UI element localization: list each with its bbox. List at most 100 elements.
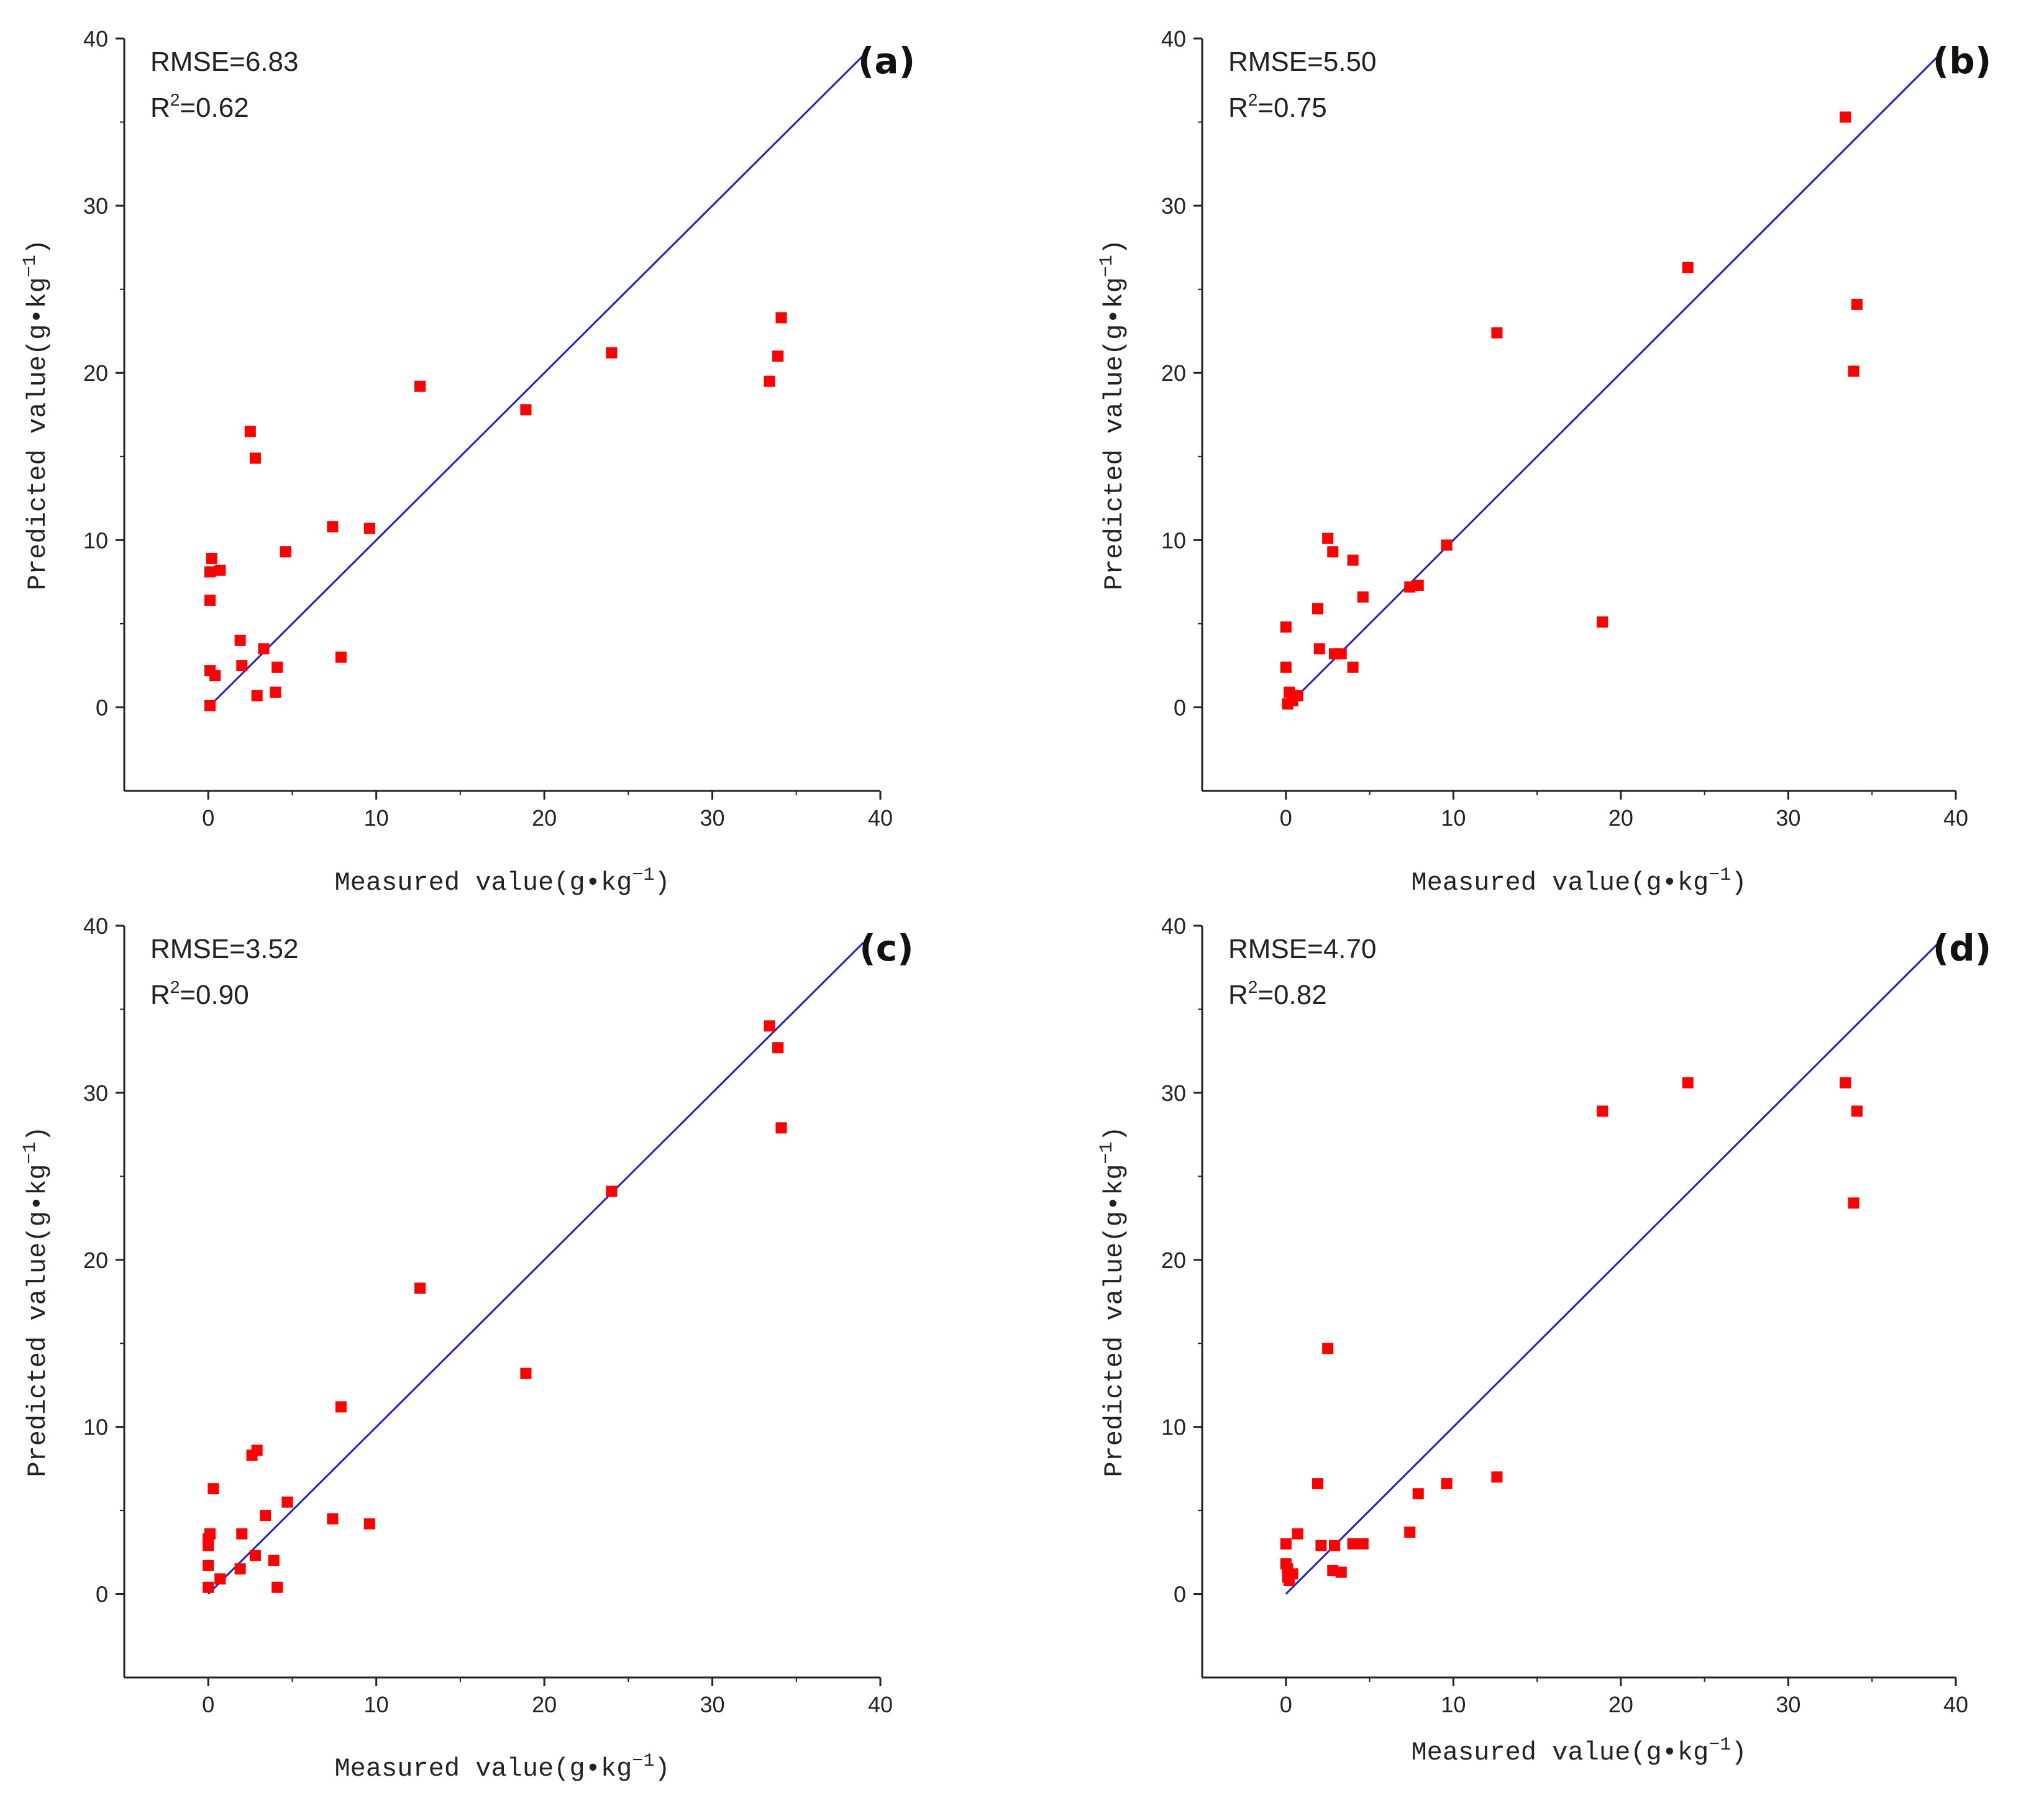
data-point (1280, 1538, 1292, 1550)
y-tick-label: 30 (83, 193, 108, 219)
x-tick-label: 40 (1943, 1692, 1968, 1717)
x-tick-label: 20 (1608, 1692, 1633, 1717)
data-point (764, 375, 775, 387)
data-point (414, 380, 426, 392)
x-tick-label: 10 (364, 805, 389, 831)
data-point (772, 1042, 784, 1054)
x-tick-label: 0 (1280, 805, 1292, 831)
data-point (606, 1185, 618, 1197)
data-point (1491, 327, 1503, 339)
data-point (249, 1550, 261, 1561)
data-point (606, 347, 618, 358)
data-point (203, 1559, 214, 1571)
y-tick-label: 0 (1174, 695, 1186, 720)
data-point (1292, 1528, 1303, 1540)
x-tick-label: 0 (202, 1692, 214, 1717)
data-point (204, 1528, 216, 1540)
y-tick-label: 40 (83, 26, 108, 52)
data-point (204, 566, 216, 578)
chart-panel-d: 0 10 20 30 40 0 10 20 30 40 RMSE=4.70 R2=0.82 (d) Mea… (1097, 913, 1991, 1768)
rmse-annotation: RMSE=4.70 (1228, 934, 1376, 964)
data-point (335, 651, 347, 663)
x-tick-label: 20 (1608, 805, 1633, 831)
data-point (520, 1367, 532, 1379)
data-point (1412, 1488, 1424, 1500)
y-tick-label: 10 (83, 527, 108, 553)
data-point (1328, 1540, 1340, 1551)
x-tick-label: 30 (700, 1692, 725, 1717)
data-point (214, 564, 226, 576)
data-point (1441, 1478, 1453, 1490)
data-point (363, 1518, 375, 1530)
y-tick-label: 0 (96, 695, 108, 720)
y-tick-label: 20 (1161, 360, 1186, 386)
y-tick-label: 10 (1161, 1415, 1186, 1440)
r2-annotation: R2=0.90 (150, 977, 249, 1010)
x-axis-title: Measured value(g•kg−1) (1411, 1735, 1746, 1768)
data-point (251, 690, 263, 701)
data-point (1412, 579, 1424, 591)
y-tick-label: 20 (83, 1248, 108, 1273)
y-axis-title: Predicted value(g•kg−1) (20, 1126, 53, 1477)
data-point (1335, 648, 1347, 660)
panel-label: (d) (1933, 927, 1992, 969)
chart-panel-a: 0 10 20 30 40 0 10 20 30 40 RMSE=6.83 R2=0.62 (a) Mea… (20, 26, 915, 898)
data-point (327, 521, 339, 532)
data-point (268, 1554, 280, 1566)
data-point (244, 426, 256, 437)
data-point (414, 1282, 426, 1294)
one-to-one-line (208, 941, 865, 1595)
data-point (270, 687, 281, 698)
data-point (327, 1513, 339, 1525)
data-point (271, 1581, 283, 1593)
data-point (1327, 546, 1339, 558)
data-point (1441, 539, 1453, 551)
x-axis-title: Measured value(g•kg−1) (334, 1751, 670, 1784)
data-point (251, 1445, 263, 1456)
r2-annotation: R2=0.82 (1228, 977, 1327, 1010)
data-point (1347, 661, 1359, 673)
data-point (1357, 591, 1369, 603)
data-point (772, 350, 784, 362)
data-point (1280, 621, 1292, 633)
x-tick-label: 0 (1280, 1692, 1292, 1717)
x-tick-label: 10 (364, 1692, 389, 1717)
data-point (236, 660, 248, 672)
one-to-one-line (1285, 941, 1940, 1595)
data-point (281, 1496, 293, 1508)
y-tick-label: 10 (83, 1415, 108, 1440)
data-point (203, 1581, 214, 1593)
x-tick-label: 20 (532, 1692, 557, 1717)
rmse-annotation: RMSE=3.52 (150, 934, 298, 964)
x-tick-label: 20 (532, 805, 557, 831)
chart-panel-c: 0 10 20 30 40 0 10 20 30 40 RMSE=3.52 R2=0.90 (c) Mea… (20, 913, 914, 1784)
data-point (214, 1573, 226, 1585)
data-point (1851, 298, 1863, 310)
data-point (1335, 1566, 1347, 1578)
y-tick-label: 40 (83, 913, 108, 939)
y-tick-label: 30 (83, 1080, 108, 1106)
data-point (1280, 661, 1292, 673)
x-tick-label: 0 (202, 805, 214, 831)
data-point (363, 523, 375, 534)
data-point (1491, 1471, 1503, 1483)
r2-annotation: R2=0.62 (150, 90, 249, 123)
data-point (204, 595, 216, 606)
data-point (208, 1483, 219, 1495)
data-point (1315, 1540, 1327, 1551)
x-tick-label: 30 (700, 805, 725, 831)
data-point (1313, 643, 1325, 655)
y-tick-label: 30 (1161, 193, 1186, 219)
y-tick-label: 30 (1161, 1080, 1186, 1106)
data-point (1322, 532, 1334, 544)
x-axis-title: Measured value(g•kg−1) (334, 865, 670, 898)
x-tick-label: 10 (1441, 1692, 1466, 1717)
data-point (271, 661, 283, 673)
x-tick-label: 40 (868, 1692, 893, 1717)
data-point (280, 546, 291, 558)
y-tick-label: 40 (1161, 913, 1186, 939)
data-point (204, 700, 216, 711)
data-point (1322, 1343, 1334, 1354)
y-tick-label: 40 (1161, 26, 1186, 52)
